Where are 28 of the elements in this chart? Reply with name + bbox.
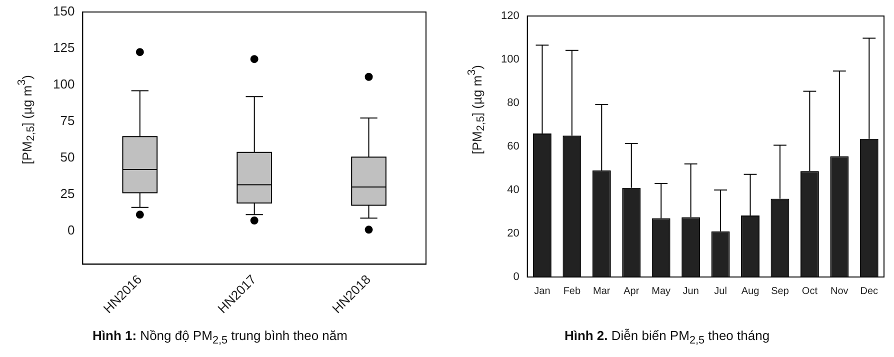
- y-tick-label: 60: [507, 140, 520, 153]
- x-tick-label: Jan: [534, 286, 550, 297]
- y-tick-label: 50: [60, 149, 75, 164]
- y-tick-label: 25: [60, 186, 75, 201]
- y-tick-label: 0: [67, 222, 75, 238]
- y-tick-label: 150: [52, 4, 75, 19]
- y-tick-label: 40: [507, 184, 520, 196]
- text: Hình 2. Diễn biến PM$_{2,5}$ theo tháng: [564, 328, 770, 347]
- x-tick-label: May: [652, 286, 671, 297]
- y-tick-label: 120: [500, 10, 520, 22]
- x-tick-label: Aug: [741, 286, 760, 297]
- y-tick-label: 20: [507, 228, 520, 240]
- y-tick-label: 125: [52, 40, 75, 56]
- y-tick-label: 75: [60, 112, 75, 128]
- x-tick-label: Apr: [624, 286, 640, 297]
- text: Hình 1: Nồng độ PM$_{2,5}$ trung bình theo năm: [92, 328, 348, 347]
- x-tick-label: Jun: [682, 286, 699, 297]
- x-tick-label: Nov: [830, 286, 848, 297]
- x-tick-label: Feb: [563, 286, 581, 297]
- x-tick-label: Jul: [714, 286, 727, 297]
- x-tick-label: Oct: [802, 286, 818, 297]
- x-tick-label: Mar: [593, 286, 611, 297]
- x-tick-label: Sep: [771, 286, 790, 297]
- y-tick-label: 0: [513, 271, 520, 284]
- y-tick-label: 80: [507, 97, 520, 110]
- x-tick-label: Dec: [860, 286, 878, 297]
- y-tick-label: 100: [500, 54, 520, 66]
- y-tick-label: 100: [52, 76, 75, 92]
